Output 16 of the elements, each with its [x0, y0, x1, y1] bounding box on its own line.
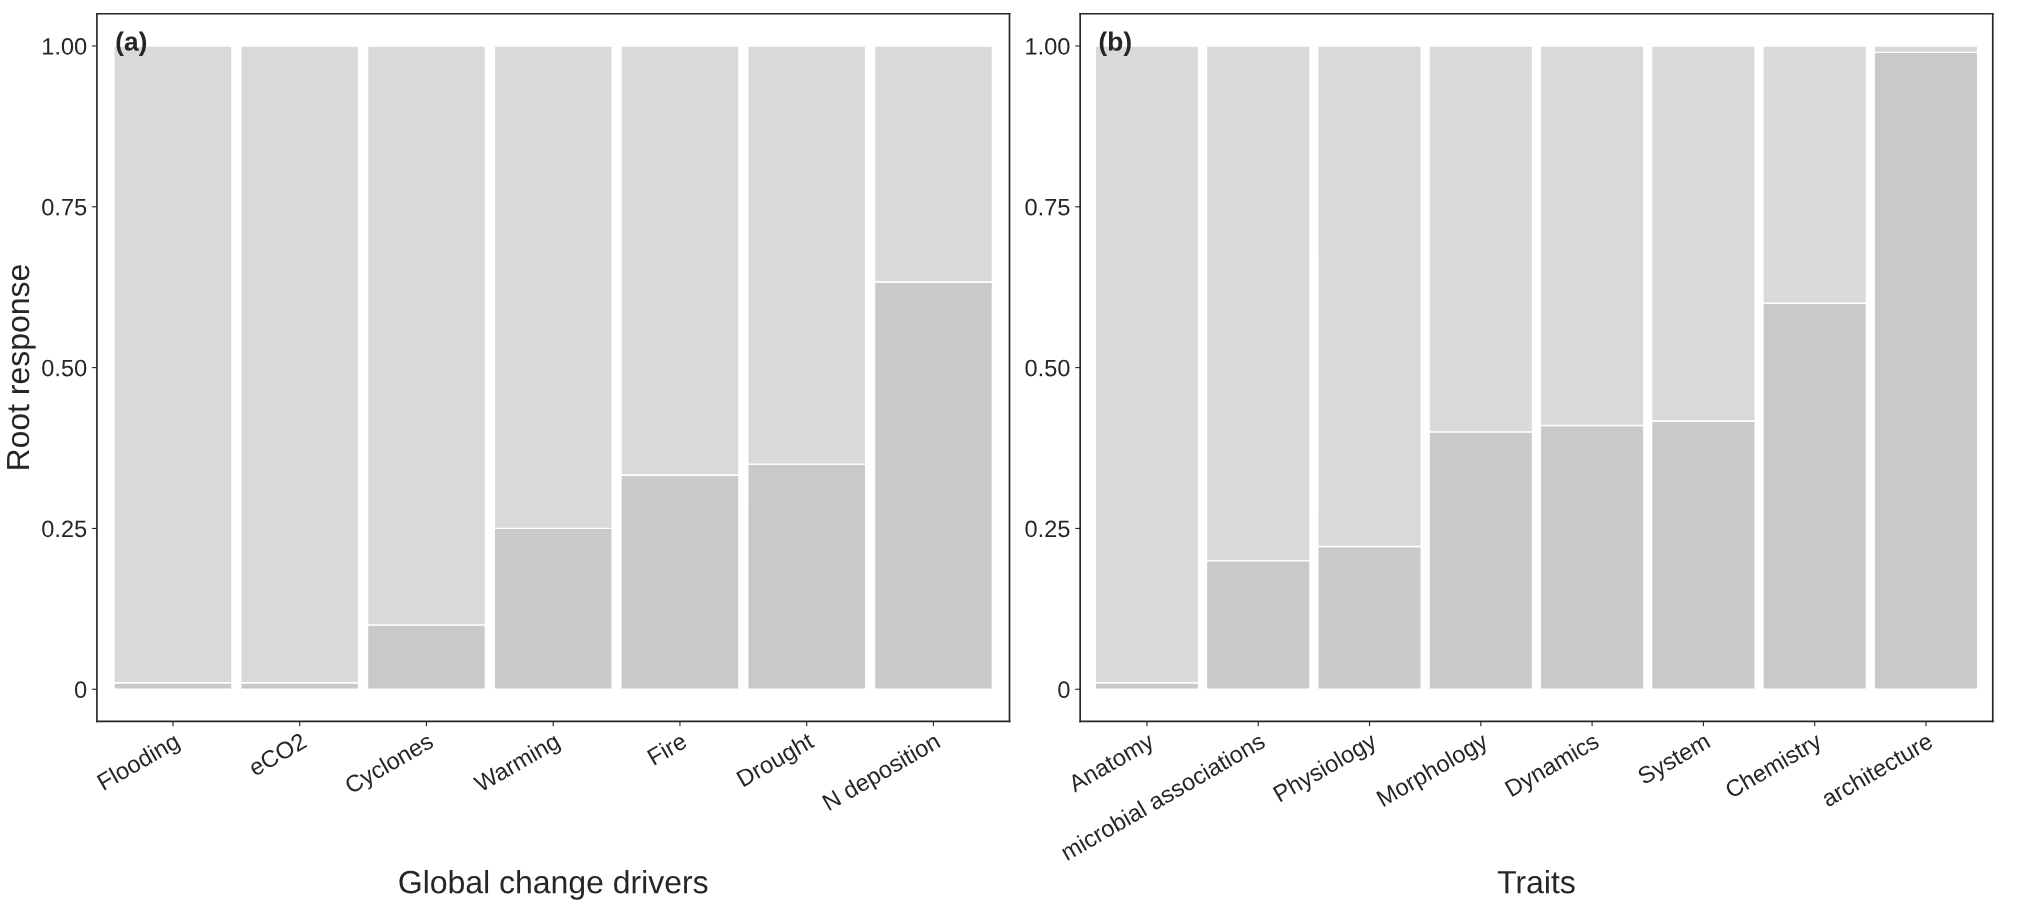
x-axis-title: Traits [1497, 870, 1575, 894]
y-tick-label: 0.75 [1025, 198, 1070, 216]
x-axis-title: Global change drivers [399, 870, 708, 900]
y-tick-label: 0 [74, 681, 87, 699]
y-tick-label: 0.25 [42, 520, 87, 538]
y-tick-label: 1.00 [43, 38, 87, 55]
y-tick-label: 0.50 [1025, 359, 1070, 377]
text: (a) [116, 31, 147, 57]
y-axis-title: Root response [7, 265, 36, 469]
text: (b) [1099, 31, 1131, 57]
x-tick-label: Fire [646, 731, 688, 766]
y-tick-label: 0.25 [1025, 520, 1070, 538]
y-tick-label: 0 [1058, 681, 1070, 699]
y-tick-label: 0.50 [42, 359, 87, 377]
y-tick-label: 1.00 [1026, 38, 1070, 55]
y-tick-label: 0.75 [42, 198, 87, 216]
